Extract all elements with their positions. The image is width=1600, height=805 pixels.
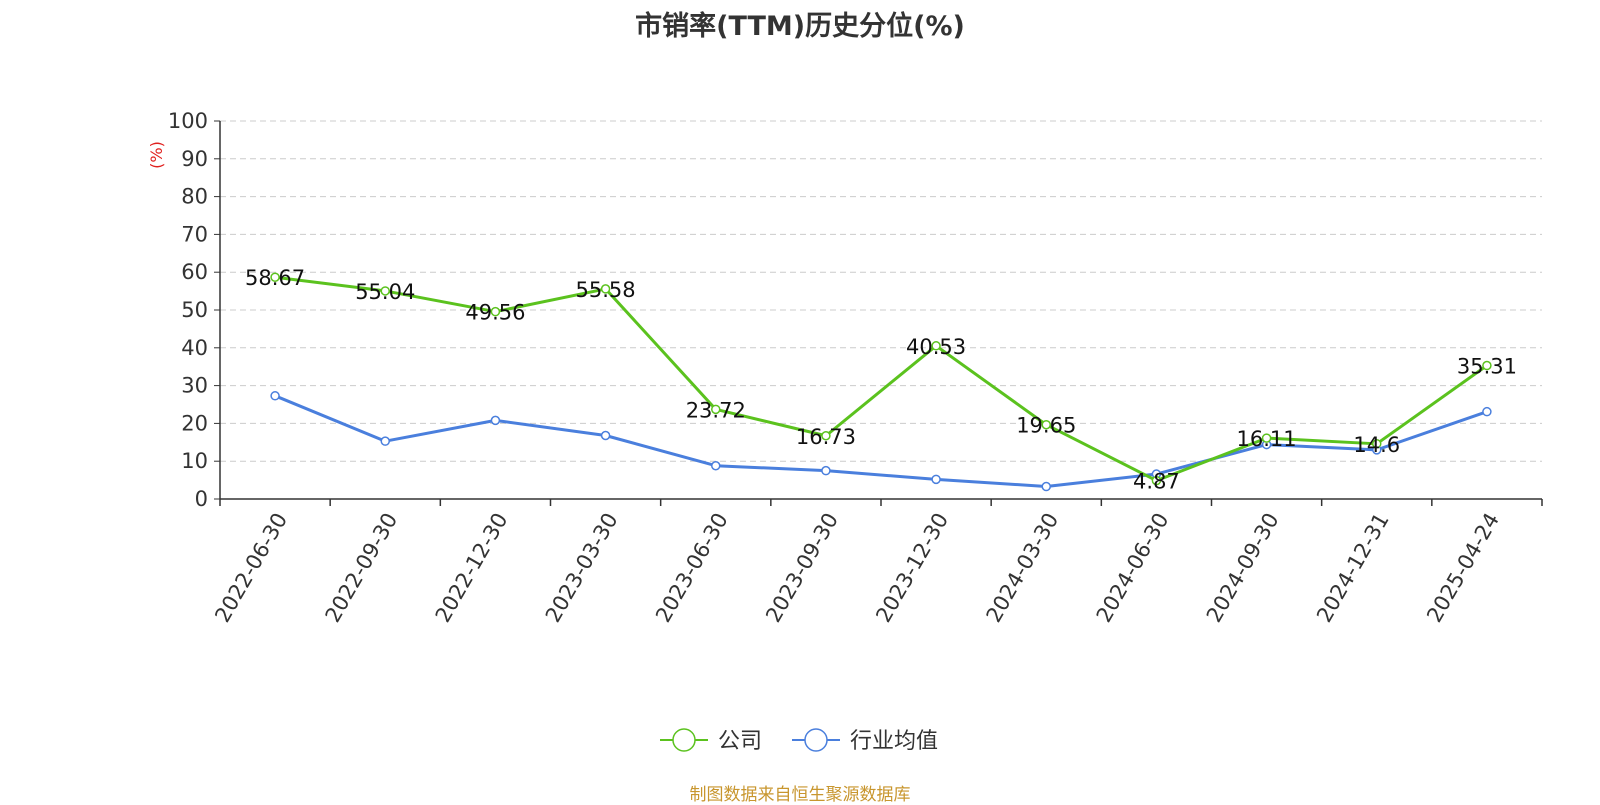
- axes: 0 10 20 30 40 50 60 70 80 90 100 2022-06-30 2022-09-…: [168, 109, 1543, 627]
- x-tick-label: 2024-09-30: [1202, 509, 1284, 627]
- data-label: 23.72: [686, 398, 746, 422]
- x-tick-label: 2023-12-30: [871, 509, 953, 627]
- data-point: [931, 474, 941, 485]
- x-tick-label: 2023-06-30: [651, 509, 733, 627]
- y-tick-label: 80: [181, 185, 208, 209]
- data-point: [711, 404, 721, 415]
- y-tick-label: 40: [181, 336, 208, 360]
- data-point: [1041, 419, 1051, 430]
- data-point: [380, 286, 390, 296]
- data-point: [1372, 439, 1382, 449]
- footer-source: 制图数据来自恒生聚源数据库: [689, 785, 911, 805]
- data-point: [1482, 360, 1492, 371]
- x-tick-label: 2023-03-30: [541, 509, 623, 627]
- data-label: 4.87: [1133, 470, 1180, 494]
- x-tick-label: 2022-06-30: [210, 509, 292, 627]
- data-point: [270, 391, 280, 401]
- data-label: 35.31: [1457, 355, 1517, 379]
- x-tick-label: 2024-03-30: [982, 509, 1064, 627]
- data-point: [490, 306, 501, 317]
- y-tick-label: 20: [181, 411, 208, 435]
- series-line: [274, 394, 1488, 489]
- y-tick-label: 90: [181, 147, 208, 171]
- data-point: [270, 272, 280, 282]
- x-tick-label: 2022-12-30: [431, 509, 513, 627]
- y-tick-label: 50: [181, 298, 208, 322]
- chart-title: 市销率(TTM)历史分位(%): [635, 11, 965, 42]
- data-labels: 58.67 55.04 49.56 55.58 23.72 16.73 40.53 19.65…: [245, 266, 1517, 493]
- data-label: 55.58: [576, 278, 636, 302]
- data-point: [380, 436, 390, 446]
- y-tick-label: 100: [168, 109, 208, 133]
- legend-circle-icon: [672, 728, 696, 752]
- data-point: [711, 460, 721, 471]
- legend-item[interactable]: 行业均值: [792, 728, 938, 754]
- legend-label: 行业均值: [850, 729, 938, 754]
- x-tick-label: 2024-06-30: [1092, 509, 1174, 627]
- series-line: [274, 275, 1488, 483]
- legend-label: 公司: [718, 729, 762, 754]
- data-label: 40.53: [906, 335, 966, 359]
- y-tick-label: 30: [181, 374, 208, 398]
- legend: 公司 行业均值: [660, 728, 938, 754]
- grid-lines: [220, 120, 1542, 462]
- x-tick-label: 2023-09-30: [761, 509, 843, 627]
- data-label: 16.73: [796, 425, 856, 449]
- data-label: 58.67: [245, 266, 305, 290]
- data-point: [600, 284, 611, 294]
- data-point: [821, 431, 831, 441]
- legend-circle-icon: [804, 728, 828, 752]
- data-label: 49.56: [465, 301, 525, 325]
- data-label: 19.65: [1016, 414, 1076, 438]
- data-point: [931, 341, 941, 351]
- x-tick-label: 2022-09-30: [321, 509, 403, 627]
- data-label: 55.04: [355, 280, 415, 304]
- data-point: [600, 430, 611, 441]
- x-tick-label: 2025-04-24: [1422, 509, 1504, 627]
- data-point: [1261, 433, 1272, 443]
- data-label: 14.6: [1353, 433, 1400, 457]
- data-point: [821, 465, 831, 476]
- data-point: [1041, 481, 1051, 492]
- data-point: [490, 415, 501, 426]
- legend-item[interactable]: 公司: [660, 728, 762, 754]
- y-tick-label: 0: [195, 487, 208, 511]
- x-tick-label: 2024-12-31: [1312, 509, 1394, 627]
- y-tick-label: 60: [181, 260, 208, 284]
- y-tick-label: 70: [181, 222, 208, 246]
- data-point: [1151, 475, 1162, 486]
- y-tick-label: 10: [181, 449, 208, 473]
- data-label: 16.11: [1237, 427, 1297, 451]
- data-point: [1482, 406, 1492, 417]
- y-axis-title: (%): [147, 141, 166, 169]
- series-lines: [270, 272, 1492, 492]
